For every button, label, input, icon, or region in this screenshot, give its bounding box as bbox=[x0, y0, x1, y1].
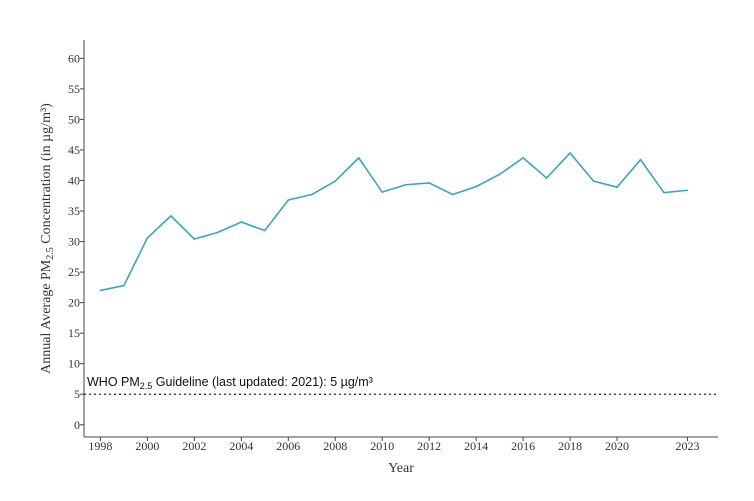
data-point bbox=[99, 289, 102, 292]
data-point bbox=[217, 231, 219, 234]
y-tick-label: 45 bbox=[68, 143, 80, 157]
data-point bbox=[404, 183, 407, 186]
data-point bbox=[686, 189, 689, 192]
data-point bbox=[334, 180, 337, 182]
series-line bbox=[100, 151, 688, 292]
data-point bbox=[123, 284, 125, 287]
x-tick-label: 1998 bbox=[88, 439, 112, 453]
data-point bbox=[264, 229, 266, 232]
who-guideline-label: WHO PM2.5 Guideline (last updated: 2021)… bbox=[87, 375, 373, 391]
x-tick-label: 2018 bbox=[558, 439, 582, 453]
x-tick-label: 2002 bbox=[182, 439, 206, 453]
x-tick-label: 2004 bbox=[229, 439, 253, 453]
x-axis-title: Year bbox=[388, 461, 414, 476]
data-point bbox=[170, 215, 172, 217]
data-point bbox=[475, 185, 477, 188]
data-point bbox=[545, 177, 548, 179]
who-guideline-label-suffix: Guideline (last updated: 2021): 5 µg/m³ bbox=[152, 375, 373, 389]
data-point bbox=[639, 158, 642, 161]
x-tick-label: 2023 bbox=[675, 439, 699, 453]
data-point bbox=[310, 193, 313, 196]
y-tick-label: 5 bbox=[74, 387, 80, 401]
y-tick-label: 50 bbox=[68, 112, 80, 126]
y-ticks: 0 5 10 15 20 25 30 35 40 45 50 55 60 bbox=[68, 51, 84, 432]
data-point bbox=[569, 152, 571, 154]
series-layer bbox=[99, 151, 689, 292]
x-tick-label: 2012 bbox=[417, 439, 441, 453]
y-tick-label: 40 bbox=[68, 173, 80, 187]
data-point bbox=[616, 186, 618, 188]
x-tick-label: 2016 bbox=[511, 439, 535, 453]
x-ticks: 1998 2000 2002 2004 2006 2008 2010 2012 2014 2016… bbox=[88, 437, 699, 453]
data-point bbox=[287, 199, 290, 201]
data-point bbox=[592, 180, 595, 182]
x-tick-label: 2000 bbox=[135, 439, 159, 453]
y-tick-label: 20 bbox=[68, 296, 80, 310]
data-point bbox=[240, 221, 243, 223]
y-tick-label: 55 bbox=[68, 82, 80, 96]
data-point bbox=[498, 173, 501, 176]
data-point bbox=[357, 157, 360, 159]
who-guideline-label-prefix: WHO PM bbox=[87, 375, 140, 389]
data-point bbox=[193, 238, 196, 240]
y-tick-label: 35 bbox=[68, 204, 80, 218]
data-point bbox=[146, 237, 149, 239]
data-point bbox=[663, 191, 665, 194]
data-point bbox=[522, 157, 524, 159]
x-tick-label: 2008 bbox=[323, 439, 347, 453]
y-axis-title-suffix: Concentration (in µg/m³) bbox=[39, 103, 54, 247]
x-tick-label: 2010 bbox=[370, 439, 394, 453]
x-tick-label: 2014 bbox=[464, 439, 488, 453]
y-axis-title: Annual Average PM2.5 Concentration (in µ… bbox=[39, 103, 56, 374]
data-point bbox=[381, 191, 384, 193]
y-tick-label: 60 bbox=[68, 51, 80, 65]
y-axis-title-prefix: Annual Average PM bbox=[39, 259, 54, 374]
y-axis-title-subscript: 2.5 bbox=[45, 247, 56, 260]
who-guideline-label-subscript: 2.5 bbox=[140, 381, 153, 391]
x-tick-label: 2020 bbox=[605, 439, 629, 453]
data-point bbox=[451, 193, 454, 196]
y-tick-label: 30 bbox=[68, 235, 80, 249]
y-tick-label: 25 bbox=[68, 265, 80, 279]
y-tick-label: 0 bbox=[74, 418, 80, 432]
y-tick-label: 15 bbox=[68, 326, 80, 340]
y-tick-label: 10 bbox=[68, 357, 80, 371]
x-tick-label: 2006 bbox=[276, 439, 300, 453]
data-point bbox=[428, 182, 430, 184]
